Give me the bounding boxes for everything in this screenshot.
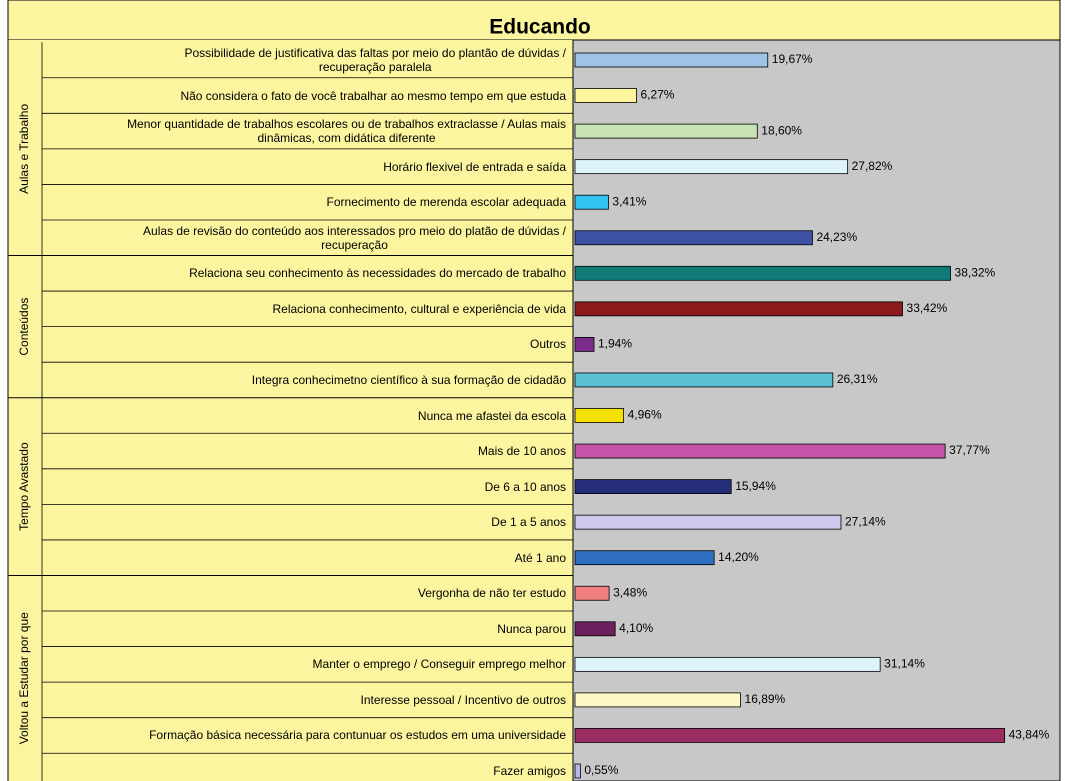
value-label: 26,31% (837, 372, 878, 386)
value-label: 38,32% (955, 265, 996, 279)
category-label: Vergonha de não ter estudo (417, 586, 566, 601)
value-label: 18,60% (761, 123, 802, 137)
category-label: De 6 a 10 anos (484, 479, 566, 494)
bar (574, 408, 625, 423)
value-label: 6,27% (640, 88, 674, 102)
category-label: Fazer amigos (493, 764, 566, 778)
category-label: Formação básica necessária para contunua… (149, 728, 566, 743)
group-label: Aulas e Trabalho (17, 104, 31, 194)
value-label: 27,82% (852, 159, 893, 173)
group-label: Tempo Avastado (17, 442, 31, 531)
group-label: Voltou a Estudar por que (17, 612, 31, 744)
value-label: 16,89% (745, 692, 786, 706)
category-label: Aulas de revisão do conteúdo aos interes… (143, 223, 566, 252)
category-label: Fornecimento de merenda escolar adequada (326, 195, 566, 210)
value-label: 31,14% (884, 657, 925, 671)
category-label: Outros (529, 337, 566, 352)
category-label: Interesse pessoal / Incentivo de outros (360, 692, 566, 707)
value-label: 37,77% (949, 443, 990, 457)
value-label: 4,10% (619, 621, 653, 635)
category-label: Relaciona seu conhecimento às necessidad… (189, 266, 566, 281)
bar (574, 230, 813, 246)
bar (574, 728, 1006, 743)
group-label: Conteúdos (17, 298, 31, 356)
value-label: 0,55% (584, 763, 618, 777)
bar (574, 336, 595, 352)
value-label: 19,67% (772, 52, 813, 66)
value-label: 15,94% (735, 479, 776, 493)
category-label: Nunca parou (497, 621, 566, 636)
category-label: Integra conhecimetno científico à sua fo… (251, 372, 566, 387)
bar (574, 88, 637, 103)
category-label: Manter o emprego / Conseguir emprego mel… (312, 657, 566, 672)
category-label: Nunca me afastei da escola (417, 408, 566, 423)
label-panel (8, 40, 573, 781)
value-label: 24,23% (816, 230, 857, 244)
bar (574, 372, 834, 388)
category-label: Horário flexivel de entrada e saída (383, 159, 566, 174)
category-label: Menor quantidade de trabalhos escolares … (127, 117, 566, 146)
bar (574, 763, 581, 779)
bar (574, 621, 616, 637)
value-label: 33,42% (907, 301, 948, 315)
bar (574, 692, 741, 708)
chart-title: Educando (489, 16, 591, 39)
value-label: 43,84% (1009, 728, 1050, 742)
bar (574, 479, 732, 495)
bar (574, 656, 881, 672)
bar (574, 301, 903, 317)
bar (574, 550, 715, 566)
bar (574, 265, 951, 281)
category-label: Mais de 10 anos (477, 444, 566, 459)
value-label: 27,14% (845, 514, 886, 528)
bar (574, 585, 610, 601)
value-label: 14,20% (718, 550, 759, 564)
value-label: 1,94% (598, 337, 632, 351)
value-label: 3,41% (612, 194, 646, 208)
bar (574, 52, 769, 68)
bar (574, 443, 946, 459)
category-label: Possibilidade de justificativa das falta… (184, 46, 566, 74)
bar (574, 514, 842, 530)
bar (574, 194, 609, 210)
category-label: De 1 a 5 anos (491, 515, 566, 530)
category-label: Não considera o fato de você trabalhar a… (180, 88, 566, 103)
title-bar (7, 0, 1061, 41)
bar (574, 159, 849, 175)
category-label: Até 1 ano (514, 550, 566, 565)
value-label: 4,96% (628, 408, 662, 422)
bar (574, 123, 758, 139)
value-label: 3,48% (613, 585, 647, 599)
category-label: Relaciona conhecimento, cultural e exper… (272, 301, 566, 316)
